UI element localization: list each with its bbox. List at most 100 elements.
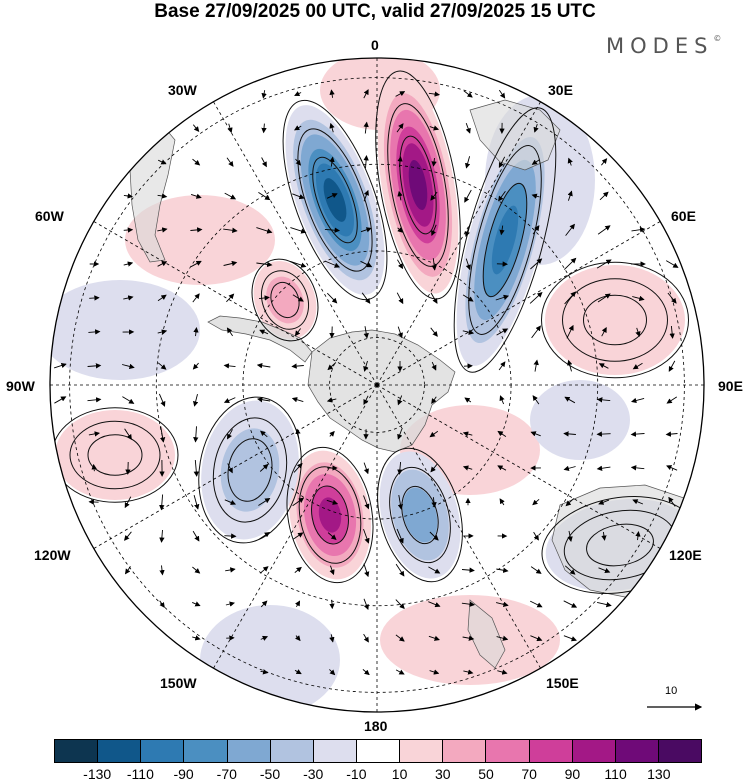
wind-arrow	[124, 428, 132, 440]
wind-arrow	[397, 227, 404, 233]
wind-arrow	[87, 397, 102, 403]
wind-arrow	[192, 158, 201, 166]
colorbar-tick-label: -50	[259, 766, 281, 782]
wind-arrow	[428, 635, 440, 641]
wind-arrow	[223, 227, 238, 233]
wind-arrow	[258, 532, 271, 540]
meridian-line	[376, 221, 661, 386]
wind-arrow	[567, 190, 573, 201]
wind-arrow	[429, 669, 440, 675]
wind-arrow	[157, 227, 168, 233]
wind-arrow	[564, 396, 576, 404]
isoline	[251, 258, 319, 342]
wind-arrow	[261, 90, 267, 99]
wind-arrow	[326, 397, 337, 403]
wind-arrow	[261, 157, 267, 168]
isoline	[401, 485, 439, 545]
wind-arrow	[529, 600, 543, 608]
wind-arrow	[462, 635, 475, 641]
wind-arrow	[192, 393, 199, 407]
wind-arrow	[329, 634, 335, 643]
wind-arrow	[157, 362, 167, 370]
wind-arrow	[495, 294, 510, 301]
wind-arrow	[363, 121, 369, 134]
wind-arrow	[495, 601, 509, 607]
colorbar-swatch	[269, 740, 313, 762]
wind-arrow	[190, 227, 203, 233]
colorbar-swatch	[183, 740, 227, 762]
wind-arrow	[124, 531, 132, 541]
colorbar-tick-label: -110	[126, 766, 154, 782]
wind-arrow	[397, 461, 403, 475]
wind-arrow	[157, 294, 167, 302]
wind-arrow	[461, 567, 475, 573]
wind-arrow	[89, 295, 100, 301]
wind-arrow	[223, 397, 236, 404]
wind-arrow	[462, 294, 474, 302]
isoline	[377, 447, 463, 583]
wind-arrow	[88, 329, 101, 335]
wind-arrow	[258, 498, 271, 506]
meridian-line	[376, 384, 541, 669]
wind-arrow	[499, 498, 505, 506]
wind-arrow	[496, 328, 509, 336]
wind-arrow	[631, 227, 646, 233]
wind-arrow	[159, 600, 165, 608]
wind-arrow	[668, 360, 676, 372]
wind-arrow	[123, 295, 134, 301]
wind-arrow	[363, 633, 369, 643]
wind-arrow	[363, 89, 369, 99]
wind-arrow	[464, 397, 472, 403]
wind-arrow	[190, 193, 202, 199]
colorbar-swatch	[226, 740, 270, 762]
wind-arrow	[158, 159, 167, 165]
wind-arrow	[532, 225, 540, 235]
anomaly-background-blob	[530, 380, 630, 460]
lon-label-120w: 120W	[34, 547, 71, 563]
wind-arrow	[396, 123, 404, 133]
meridian-line	[93, 384, 378, 549]
wind-arrow	[260, 430, 268, 438]
wind-arrow	[193, 327, 199, 337]
wind-arrow	[363, 326, 369, 339]
isoline	[311, 485, 349, 545]
anomaly-background-blob	[200, 605, 340, 712]
wind-arrow	[563, 465, 576, 471]
anomaly-level	[266, 276, 304, 324]
isoline	[541, 261, 689, 379]
wind-arrow	[465, 122, 471, 134]
wind-arrow	[397, 395, 403, 406]
wind-arrow	[360, 260, 373, 268]
wind-arrow	[563, 600, 578, 608]
wind-arrow	[225, 601, 235, 607]
isoline	[562, 278, 668, 362]
wind-arrow	[159, 494, 165, 511]
cell-blue-120w-isolines	[198, 396, 302, 544]
wind-arrow	[395, 669, 405, 675]
wind-arrow	[226, 293, 235, 303]
wind-arrow	[429, 531, 439, 541]
wind-arrow	[666, 465, 678, 471]
isoline	[482, 182, 528, 298]
wind-arrow	[431, 158, 437, 167]
wind-arrow	[361, 292, 371, 304]
wind-arrow	[463, 669, 474, 675]
cell-blue-greenwich-west-isolines	[282, 99, 388, 301]
wind-arrow	[428, 91, 440, 97]
wind-arrow	[396, 292, 404, 305]
wind-arrow	[122, 396, 135, 404]
wind-arrow	[532, 395, 540, 405]
wind-arrow	[597, 225, 611, 235]
colorbar-tick-label: -10	[346, 766, 367, 782]
wind-arrow	[630, 465, 645, 471]
wind-arrow	[192, 601, 201, 607]
wind-arrow	[498, 156, 506, 168]
wind-arrow	[326, 292, 338, 304]
anomaly-level	[55, 410, 175, 500]
wind-vectors	[53, 89, 679, 676]
wind-arrow	[87, 363, 102, 369]
wind-arrow	[430, 327, 438, 337]
wind-arrow	[430, 292, 438, 304]
cell-blue-greenwich-west	[285, 105, 385, 295]
wind-arrow	[431, 224, 437, 237]
